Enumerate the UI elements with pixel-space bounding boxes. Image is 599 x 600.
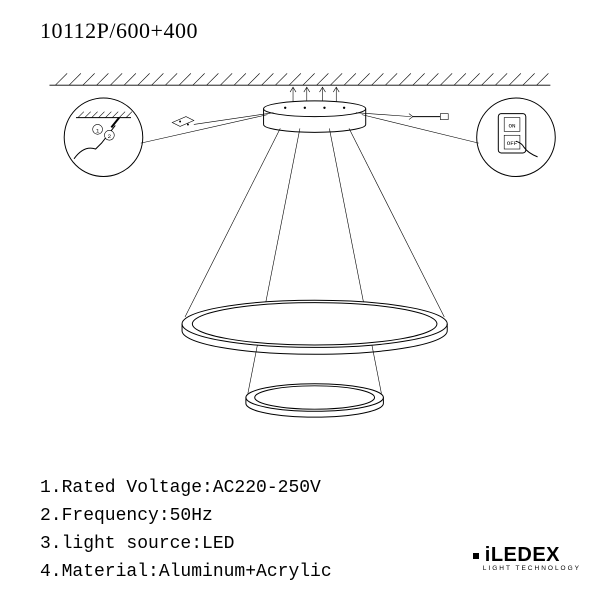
svg-text:2: 2 <box>108 133 112 140</box>
spec-row: 2.Frequency:50Hz <box>40 503 332 531</box>
brand-dot-icon <box>473 553 479 559</box>
svg-text:1: 1 <box>96 127 100 134</box>
spec-row: 1.Rated Voltage:AC220-250V <box>40 475 332 503</box>
spec-text: 2.Frequency:50Hz <box>40 506 213 526</box>
spec-row: 4.Material:Aluminum+Acrylic <box>40 559 332 587</box>
brand-text: iLEDEX <box>485 544 560 567</box>
brand-tagline: LIGHT TECHNOLOGY <box>483 565 581 572</box>
brand-name: iLEDEX <box>473 544 581 567</box>
model-number: 10112P/600+400 <box>40 18 198 44</box>
brand-logo: iLEDEX LIGHT TECHNOLOGY <box>473 544 581 572</box>
product-diagram: 12ONOFF <box>20 60 570 460</box>
spec-text: 1.Rated Voltage:AC220-250V <box>40 478 321 498</box>
svg-text:ON: ON <box>509 122 517 129</box>
spec-row: 3.light source:LED <box>40 531 332 559</box>
spec-text: 4.Material:Aluminum+Acrylic <box>40 562 332 582</box>
page: 10112P/600+400 12ONOFF 1.Rated Voltage:A… <box>0 0 599 600</box>
spec-text: 3.light source:LED <box>40 534 234 554</box>
spec-list: 1.Rated Voltage:AC220-250V 2.Frequency:5… <box>40 475 332 587</box>
